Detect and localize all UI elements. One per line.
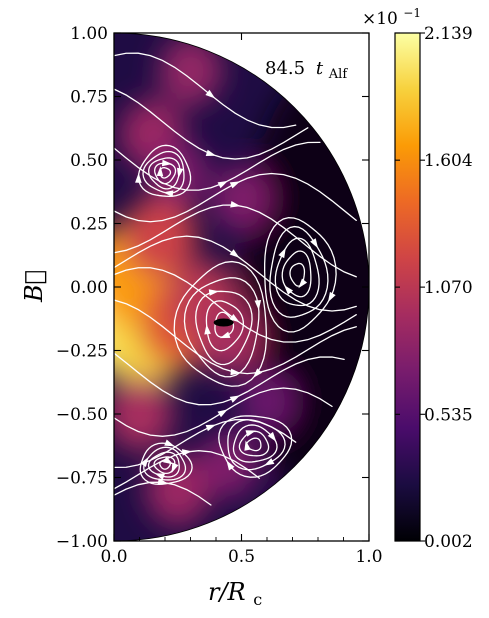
streamline [114, 141, 321, 191]
streamline [232, 424, 278, 463]
streamline [114, 52, 297, 129]
field-blob [114, 377, 173, 451]
streamline-arrow [135, 172, 142, 183]
colorbar-tick-label: 2.139 [424, 24, 473, 44]
streamline [195, 290, 253, 366]
time-unit-subscript: Alf [328, 67, 349, 82]
streamline-arrow [204, 324, 211, 335]
y-tick-label: 0.75 [70, 88, 108, 108]
y-tick-label: −0.50 [56, 405, 108, 425]
streamline-arrow [154, 473, 165, 480]
streamline [114, 419, 297, 468]
streamline-arrow [264, 458, 275, 466]
x-tick-label: 1.0 [355, 547, 382, 567]
y-tick-label: −1.00 [56, 532, 108, 552]
y-tick-label: 0.50 [70, 151, 108, 171]
streamline-arrow [254, 299, 262, 311]
streamline [142, 150, 185, 194]
streamline-arrow [161, 159, 173, 167]
colorbar-multiplier-base: ×10 [362, 9, 398, 29]
streamline-arrow [298, 278, 308, 289]
field-blob [158, 36, 223, 106]
colorbar-multiplier: ×10 −1 [362, 6, 421, 29]
x-axis-title: r/R c [208, 578, 262, 609]
y-tick-label: 1.00 [70, 24, 108, 44]
streamline-arrow [284, 285, 294, 295]
time-value: 84.5 [265, 58, 305, 79]
streamline-arrow [217, 409, 228, 418]
colorbar: 2.139 1.604 1.070 0.535 0.002 ×10 −1 [362, 6, 473, 552]
streamline [218, 415, 293, 478]
streamline-arrow [205, 89, 216, 99]
streamline-arrow [230, 200, 241, 208]
streamline-arrow [208, 289, 220, 296]
streamline [274, 237, 320, 307]
x-axis-title-main: r/R [208, 578, 246, 606]
streamline-arrow [245, 430, 256, 437]
streamline-arrow [205, 424, 217, 432]
streamline [281, 250, 312, 298]
streamline-arrow [229, 314, 240, 323]
y-tick-label: 0.00 [70, 278, 108, 298]
field-streamlines [114, 52, 357, 506]
streamline-arrow [310, 238, 319, 249]
streamline-arrow [181, 449, 193, 456]
streamline [183, 277, 260, 378]
streamline [173, 260, 267, 387]
colorbar-tick-label: 0.535 [424, 405, 473, 425]
x-tick-label: 0.0 [100, 547, 127, 567]
y-axis: 1.00 0.75 0.50 0.25 0.00 −0.25 −0.50 −0.75 −1.00 [56, 24, 369, 552]
vortex-core [213, 318, 234, 327]
x-axis: 0.0 0.5 1.0 [100, 33, 383, 567]
streamline-arrow [244, 440, 251, 451]
time-annotation: 84.5 t Alf [265, 58, 348, 82]
streamline-arrow [327, 291, 336, 303]
streamline-arrow [267, 431, 277, 442]
streamline-arrow [226, 460, 235, 471]
outer-dark-region [242, 77, 369, 497]
streamline-arrow [217, 180, 228, 189]
streamline-arrow [163, 190, 174, 197]
streamline-arrow [205, 149, 217, 157]
streamline [139, 442, 193, 485]
streamline [264, 217, 337, 333]
streamline [114, 352, 345, 406]
streamline [269, 225, 329, 318]
colorbar-tick-label: 1.070 [424, 278, 473, 298]
streamline-arrow [157, 478, 168, 485]
y-tick-label: 0.25 [70, 215, 108, 235]
streamline-arrow [219, 331, 231, 339]
streamline [238, 430, 270, 457]
streamline-arrow [229, 249, 240, 258]
streamline-arrow [229, 181, 241, 189]
streamline-arrow [171, 462, 179, 473]
y-tick-label: −0.25 [56, 342, 108, 362]
streamline-arrow [164, 439, 175, 447]
streamline [147, 451, 180, 478]
field-blob [238, 370, 296, 433]
colorbar-tick-label: 1.604 [424, 151, 473, 171]
streamline [137, 144, 192, 197]
colorbar-multiplier-exponent: −1 [403, 6, 421, 20]
streamline-arrow [163, 456, 174, 465]
y-tick-label: −0.75 [56, 469, 108, 489]
streamline-arrow [156, 166, 164, 177]
colorbar-tick-label: 0.002 [424, 532, 473, 552]
streamline-arrow [176, 167, 184, 179]
y-axis-title: B⃗ [20, 270, 48, 303]
streamline-arrow [230, 368, 241, 376]
streamline-arrow [278, 247, 286, 259]
x-tick-label: 0.5 [228, 547, 255, 567]
streamline-arrow [229, 395, 241, 403]
time-symbol: t [316, 58, 324, 79]
x-axis-title-subscript: c [253, 590, 262, 609]
